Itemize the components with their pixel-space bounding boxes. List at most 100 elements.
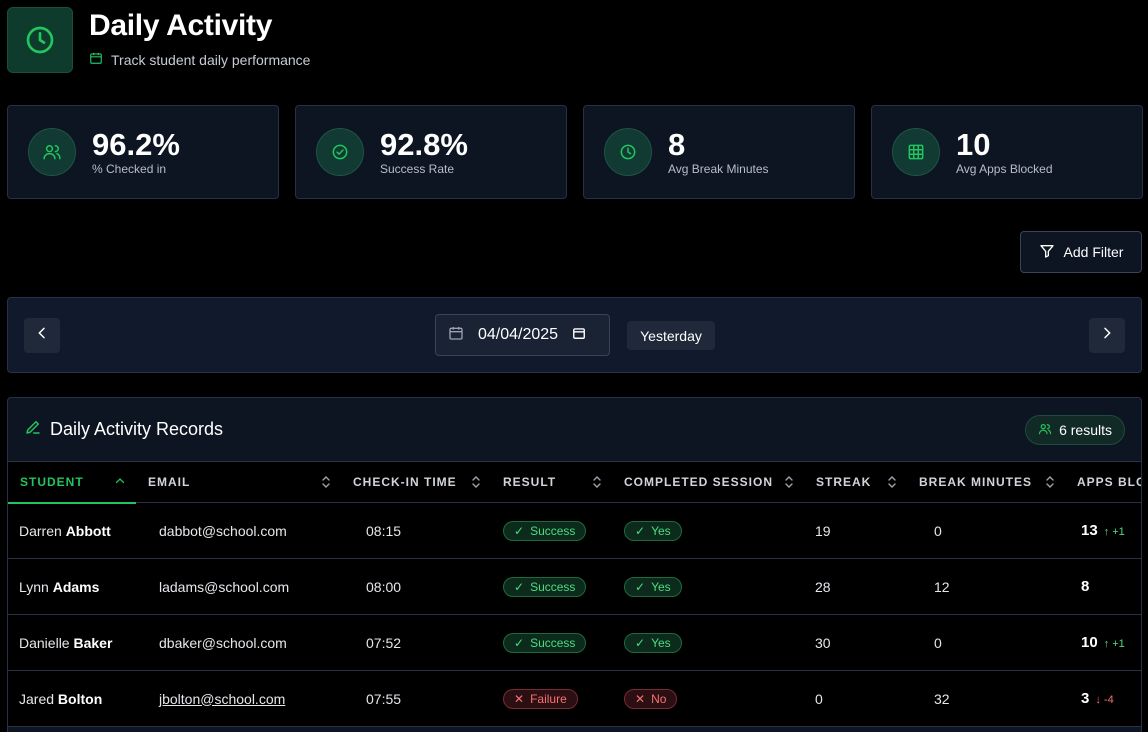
check-icon: ✓ bbox=[635, 579, 646, 594]
sort-icon bbox=[471, 475, 481, 492]
pencil-icon bbox=[24, 418, 42, 441]
stat-label: Success Rate bbox=[380, 161, 455, 176]
student-email: dabbot@school.com bbox=[136, 502, 341, 559]
student-name: Lynn Adams bbox=[8, 558, 136, 615]
calendar-icon bbox=[89, 51, 103, 68]
results-count: 6 results bbox=[1059, 422, 1112, 438]
check-circle-icon bbox=[316, 128, 364, 176]
apps-delta: ↑ +1 bbox=[1103, 638, 1125, 650]
column-header-student[interactable]: STUDENT bbox=[8, 461, 136, 504]
student-name: Danielle Baker bbox=[8, 614, 136, 671]
session-badge: ✕ No bbox=[624, 688, 678, 709]
page-header: Daily Activity Track student daily perfo… bbox=[7, 7, 310, 73]
activity-records-panel: Daily Activity Records 6 results STUDENT bbox=[7, 397, 1142, 732]
stat-value: 8 bbox=[668, 126, 686, 162]
student-email: ladams@school.com bbox=[136, 558, 341, 615]
grid-icon bbox=[892, 128, 940, 176]
sort-icon bbox=[887, 475, 897, 492]
result-badge: ✓ Success bbox=[503, 576, 587, 597]
break-minutes-value: 0 bbox=[907, 614, 1065, 671]
column-header-checkin[interactable]: CHECK-IN TIME bbox=[341, 461, 491, 503]
stat-value: 92.8% bbox=[380, 126, 468, 162]
column-header-result[interactable]: RESULT bbox=[491, 461, 612, 503]
add-filter-button[interactable]: Add Filter bbox=[1020, 231, 1142, 273]
session-badge: ✓ Yes bbox=[624, 632, 682, 653]
clock-icon bbox=[7, 7, 73, 73]
previous-day-button[interactable] bbox=[24, 318, 60, 353]
student-name: Jared Bolton bbox=[8, 670, 136, 727]
add-filter-label: Add Filter bbox=[1063, 244, 1124, 260]
chevron-right-icon bbox=[1099, 325, 1115, 346]
checkin-time: 08:00 bbox=[341, 558, 491, 615]
streak-value: 0 bbox=[804, 670, 907, 727]
apps-blocked-value: 3 bbox=[1081, 690, 1090, 707]
result-badge: ✕ Failure bbox=[503, 688, 578, 709]
result-badge: ✓ Success bbox=[503, 632, 587, 653]
column-header-email[interactable]: EMAIL bbox=[136, 461, 341, 503]
page-title: Daily Activity bbox=[89, 9, 273, 42]
stats-row: 96.2% % Checked in 92.8% Success Rate 8 … bbox=[7, 105, 1143, 199]
sort-icon bbox=[592, 475, 602, 492]
table-row[interactable]: Danielle Baker dbaker@school.com 07:52 ✓… bbox=[8, 614, 1141, 671]
break-minutes-value: 0 bbox=[907, 502, 1065, 559]
clock-icon bbox=[604, 128, 652, 176]
yesterday-button[interactable]: Yesterday bbox=[627, 321, 715, 350]
check-icon: ✓ bbox=[635, 523, 646, 538]
records-title: Daily Activity Records bbox=[50, 419, 224, 439]
column-header-apps[interactable]: APPS BLOCKED bbox=[1065, 461, 1141, 503]
apps-delta: ↑ +1 bbox=[1103, 526, 1125, 538]
users-icon bbox=[1038, 422, 1052, 439]
streak-value: 30 bbox=[804, 614, 907, 671]
results-badge: 6 results bbox=[1025, 415, 1125, 445]
checkin-time: 07:55 bbox=[341, 670, 491, 727]
check-icon: ✓ bbox=[514, 635, 525, 650]
date-value: 04/04/2025 bbox=[478, 326, 559, 343]
stat-label: % Checked in bbox=[92, 161, 167, 176]
streak-value: 28 bbox=[804, 558, 907, 615]
apps-blocked-value: 8 bbox=[1081, 578, 1090, 595]
column-header-streak[interactable]: STREAK bbox=[804, 461, 907, 503]
page-subtitle: Track student daily performance bbox=[89, 51, 310, 68]
break-minutes-value: 12 bbox=[907, 558, 1065, 615]
stat-card-break-minutes: 8 Avg Break Minutes bbox=[583, 105, 855, 199]
student-email: dbaker@school.com bbox=[136, 614, 341, 671]
activity-table: STUDENT EMAIL CHECK-IN TIME bbox=[8, 461, 1141, 727]
sort-icon bbox=[1045, 475, 1055, 492]
apps-blocked-value: 10 bbox=[1081, 634, 1098, 651]
calendar-icon bbox=[448, 325, 464, 346]
filter-icon bbox=[1039, 243, 1055, 262]
chevron-left-icon bbox=[34, 325, 50, 346]
table-row[interactable]: Lynn Adams ladams@school.com 08:00 ✓ Succ… bbox=[8, 558, 1141, 615]
break-minutes-value: 32 bbox=[907, 670, 1065, 727]
checkin-time: 07:52 bbox=[341, 614, 491, 671]
stat-label: Avg Apps Blocked bbox=[956, 161, 1053, 176]
column-header-session[interactable]: COMPLETED SESSION bbox=[612, 461, 804, 503]
stat-label: Avg Break Minutes bbox=[668, 161, 769, 176]
x-icon: ✕ bbox=[635, 691, 646, 706]
stat-card-apps-blocked: 10 Avg Apps Blocked bbox=[871, 105, 1143, 199]
users-icon bbox=[28, 128, 76, 176]
date-navigator: 04/04/2025 Yesterday bbox=[7, 297, 1142, 373]
table-row[interactable]: Darren Abbott dabbot@school.com 08:15 ✓ S… bbox=[8, 502, 1141, 559]
stat-card-checked-in: 96.2% % Checked in bbox=[7, 105, 279, 199]
table-row[interactable]: Jared Bolton jbolton@school.com 07:55 ✕ F… bbox=[8, 670, 1141, 727]
sort-icon bbox=[321, 475, 331, 492]
session-badge: ✓ Yes bbox=[624, 576, 682, 597]
result-badge: ✓ Success bbox=[503, 520, 587, 541]
session-badge: ✓ Yes bbox=[624, 520, 682, 541]
next-day-button[interactable] bbox=[1089, 318, 1125, 353]
sort-icon bbox=[784, 475, 794, 492]
check-icon: ✓ bbox=[514, 523, 525, 538]
apps-blocked-value: 13 bbox=[1081, 522, 1098, 539]
student-name: Darren Abbott bbox=[8, 502, 136, 559]
column-header-breaks[interactable]: BREAK MINUTES bbox=[907, 461, 1065, 503]
calendar-picker-icon[interactable] bbox=[572, 326, 586, 345]
check-icon: ✓ bbox=[514, 579, 525, 594]
date-input[interactable]: 04/04/2025 bbox=[435, 314, 610, 356]
streak-value: 19 bbox=[804, 502, 907, 559]
apps-delta: ↓ -4 bbox=[1095, 694, 1114, 706]
check-icon: ✓ bbox=[635, 635, 646, 650]
subtitle-text: Track student daily performance bbox=[111, 51, 311, 68]
stat-value: 10 bbox=[956, 126, 991, 162]
student-email[interactable]: jbolton@school.com bbox=[136, 670, 341, 727]
